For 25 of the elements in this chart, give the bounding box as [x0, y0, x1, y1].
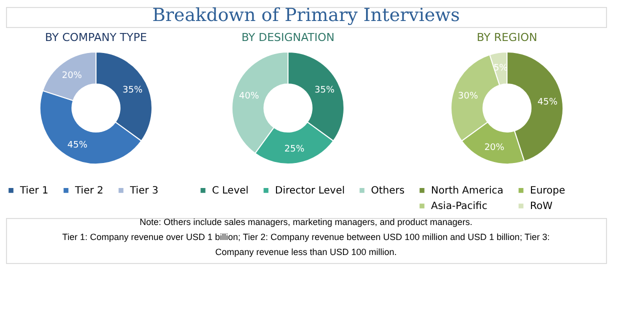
- legend-label: Tier 2: [74, 185, 104, 196]
- data-label: 35%: [122, 85, 143, 96]
- legend-label: Tier 1: [19, 185, 48, 196]
- data-label: 30%: [458, 91, 478, 102]
- text: Breakdown of Primary Interviews: [152, 5, 460, 26]
- legend-label: Others: [371, 185, 405, 196]
- legend-label: Director Level: [275, 185, 345, 196]
- data-label: 45%: [67, 140, 88, 151]
- data-label: 40%: [239, 91, 260, 102]
- data-label: 20%: [62, 70, 82, 81]
- legend-label: RoW: [530, 201, 553, 212]
- data-label: 20%: [484, 142, 505, 153]
- legend-label: Asia-Pacific: [431, 201, 488, 212]
- legend-label: C Level: [212, 185, 249, 196]
- data-label: 45%: [537, 98, 558, 108]
- data-label: 25%: [284, 144, 305, 154]
- chart-title: BY REGION: [476, 31, 538, 44]
- chart-title: BY COMPANY TYPE: [45, 31, 147, 44]
- text: Tier 1: Company revenue over USD 1 billion; Tier 2: Company revenue between USD 100 million and USD 1 billion; Tier 3: Company revenue less than USD 100 million.: [62, 232, 550, 257]
- legend-label: North America: [431, 185, 504, 196]
- chart-title: BY DESIGNATION: [241, 31, 335, 44]
- data-label: 35%: [314, 85, 335, 96]
- legend-label: Tier 3: [129, 185, 158, 196]
- text: Note: Others include sales managers, marketing managers, and product managers.: [140, 217, 472, 227]
- legend-label: Europe: [530, 185, 566, 196]
